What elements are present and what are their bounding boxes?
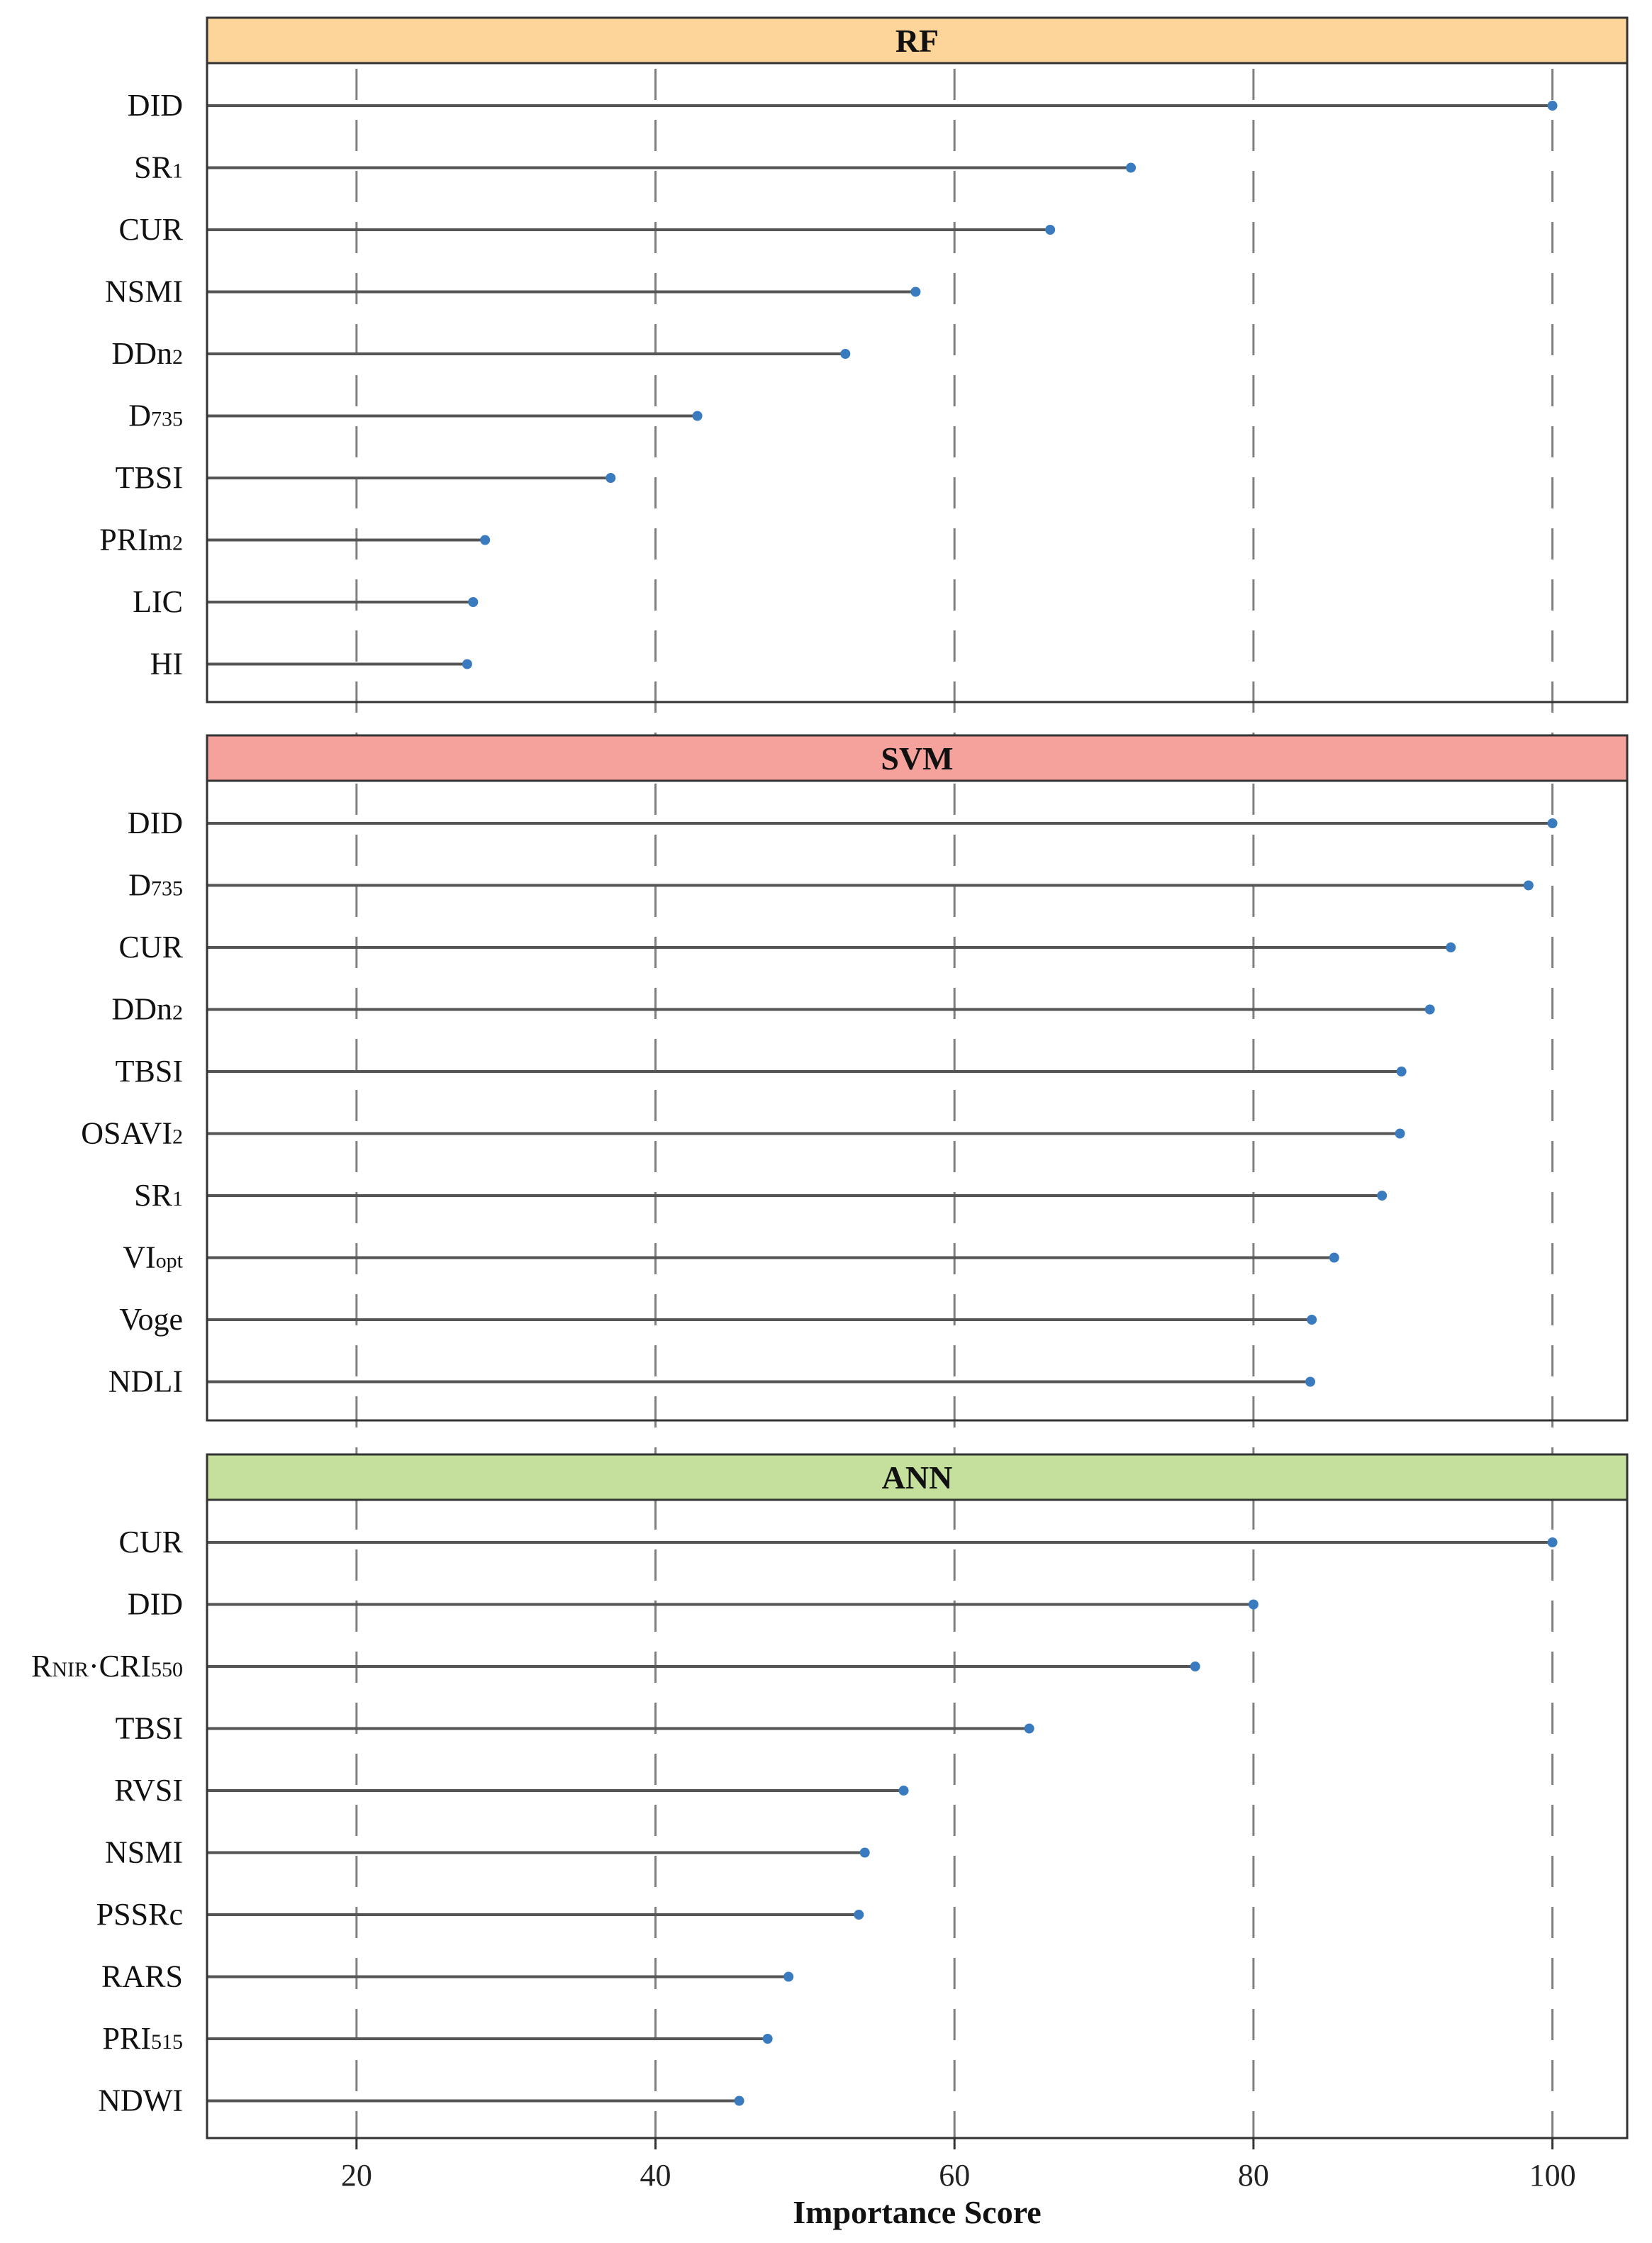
point-ann-did: [1248, 1599, 1258, 1610]
point-svm-sr1: [1377, 1191, 1388, 1201]
point-rf-cur: [1045, 225, 1056, 235]
label-ann-pssrc: PSSRc: [96, 1897, 183, 1932]
point-ann-cur: [1547, 1537, 1558, 1547]
label-svm-ddn2: DDn2: [111, 992, 183, 1027]
label-rf-ddn2: DDn2: [111, 336, 183, 371]
label-ann-pri515: PRI515: [103, 2021, 183, 2056]
point-ann-rars: [783, 1971, 794, 1982]
point-rf-d735: [692, 411, 703, 421]
panel-rf: RF DID SR1 CUR NSMI DDn2 D735 TBSI PRIm2 LIC HI: [99, 16, 1629, 703]
label-rf-prim2: PRIm2: [99, 523, 183, 557]
label-svm-d735: D735: [128, 868, 183, 903]
tick-label-100: 100: [1529, 2158, 1576, 2193]
label-ann-tbsi: TBSI: [116, 1711, 183, 1746]
strip-title-svm: SVM: [881, 740, 953, 777]
label-rf-tbsi: TBSI: [116, 460, 183, 495]
panel-border-rf: [206, 16, 1629, 703]
tick-label-60: 60: [939, 2158, 970, 2193]
point-svm-ddn2: [1424, 1004, 1435, 1015]
label-svm-ndli: NDLI: [108, 1364, 183, 1399]
point-rf-sr1: [1126, 162, 1137, 173]
label-rf-did: DID: [128, 88, 183, 123]
point-svm-viopt: [1329, 1252, 1339, 1263]
label-ann-cur: CUR: [119, 1525, 184, 1559]
point-svm-osavi2: [1395, 1128, 1405, 1139]
point-ann-nsmi: [859, 1847, 870, 1858]
point-ann-tbsi: [1024, 1723, 1034, 1734]
point-svm-voge: [1307, 1315, 1317, 1325]
point-rf-ddn2: [840, 349, 851, 359]
panel-ann: ANN CUR DID RNIR·CRI550 TBSI RVSI NSMI PSSRc RAR…: [31, 1453, 1629, 2139]
x-axis: 20 40 60 80 100 Importance Score: [341, 2138, 1576, 2230]
point-rf-lic: [468, 597, 479, 607]
label-rf-nsmi: NSMI: [105, 274, 183, 309]
label-ann-rnir-cri550: RNIR·CRI550: [31, 1649, 183, 1683]
strip-svm: [206, 734, 1629, 782]
point-rf-did: [1547, 101, 1558, 111]
label-ann-rars: RARS: [101, 1959, 183, 1994]
point-ann-rvsi: [898, 1786, 909, 1796]
label-ann-nsmi: NSMI: [105, 1835, 183, 1870]
panel-border-ann: [206, 1453, 1629, 2139]
label-svm-cur: CUR: [119, 930, 184, 964]
label-ann-ndwi: NDWI: [98, 2083, 183, 2118]
label-rf-cur: CUR: [119, 212, 184, 247]
point-svm-tbsi: [1396, 1067, 1407, 1076]
point-ann-rnir-cri550: [1190, 1662, 1200, 1671]
strip-title-ann: ANN: [882, 1459, 953, 1496]
label-svm-tbsi: TBSI: [116, 1054, 183, 1089]
label-svm-viopt: VIopt: [123, 1240, 183, 1275]
label-rf-d735: D735: [128, 399, 183, 433]
tick-label-20: 20: [341, 2158, 372, 2193]
panel-border-svm: [206, 734, 1629, 1422]
point-rf-hi: [462, 659, 472, 669]
panel-svm: SVM DID D735 CUR DDn2 TBSI OSAVI2 SR1 VIopt Voge N…: [81, 734, 1629, 1422]
point-ann-pssrc: [854, 1910, 864, 1920]
label-ann-did: DID: [128, 1587, 183, 1622]
label-svm-sr1: SR1: [134, 1178, 183, 1213]
point-svm-ndli: [1305, 1376, 1316, 1387]
grid-lines: [355, 18, 1554, 2138]
label-ann-rvsi: RVSI: [114, 1773, 183, 1808]
x-axis-title: Importance Score: [793, 2194, 1041, 2230]
point-ann-pri515: [762, 2034, 773, 2044]
label-svm-osavi2: OSAVI2: [81, 1116, 183, 1151]
tick-label-40: 40: [640, 2158, 671, 2193]
point-svm-d735: [1523, 880, 1534, 891]
point-ann-ndwi: [734, 2095, 744, 2106]
point-rf-nsmi: [910, 286, 921, 297]
tick-label-80: 80: [1238, 2158, 1269, 2193]
label-svm-voge: Voge: [119, 1302, 183, 1337]
point-rf-tbsi: [605, 473, 616, 483]
label-rf-hi: HI: [150, 647, 183, 681]
point-svm-did: [1547, 818, 1558, 828]
label-rf-lic: LIC: [133, 584, 183, 619]
point-svm-cur: [1446, 942, 1456, 952]
label-svm-did: DID: [128, 806, 183, 840]
label-rf-sr1: SR1: [134, 150, 183, 185]
point-rf-prim2: [480, 535, 491, 545]
strip-title-rf: RF: [895, 23, 939, 59]
